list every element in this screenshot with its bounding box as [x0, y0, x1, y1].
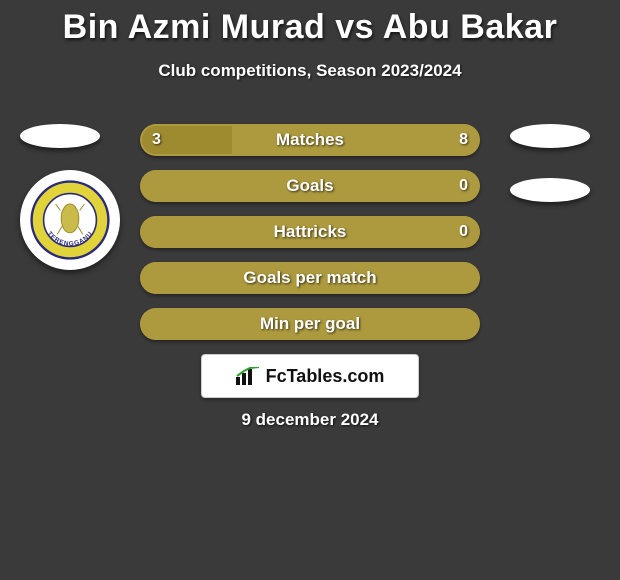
- stat-row: Goals0: [140, 170, 480, 202]
- stat-row: Min per goal: [140, 308, 480, 340]
- stat-value-right: 8: [459, 124, 468, 156]
- stat-value-right: 0: [459, 216, 468, 248]
- stat-row: Matches3 8: [140, 124, 480, 156]
- comparison-card: Bin Azmi Murad vs Abu Bakar Club competi…: [0, 0, 620, 580]
- club-badge: TERENGGANU: [20, 170, 120, 270]
- stats-bars-area: Matches38Goals0Hattricks0Goals per match…: [140, 124, 480, 354]
- stat-row: Goals per match: [140, 262, 480, 294]
- stat-label: Min per goal: [140, 308, 480, 340]
- brand-text: FcTables.com: [266, 366, 385, 387]
- stat-value-right: 0: [459, 170, 468, 202]
- player2-placeholder-ellipse-2: [510, 178, 590, 202]
- brand-box: FcTables.com: [201, 354, 419, 398]
- page-subtitle: Club competitions, Season 2023/2024: [0, 61, 620, 81]
- stat-label: Goals: [140, 170, 480, 202]
- stat-label: Goals per match: [140, 262, 480, 294]
- stat-row: Hattricks0: [140, 216, 480, 248]
- stat-label: Hattricks: [140, 216, 480, 248]
- player1-placeholder-ellipse: [20, 124, 100, 148]
- page-title: Bin Azmi Murad vs Abu Bakar: [0, 0, 620, 47]
- stat-value-left: 3: [152, 124, 161, 156]
- bars-icon: [236, 367, 260, 385]
- stat-label: Matches: [140, 124, 480, 156]
- player2-placeholder-ellipse-1: [510, 124, 590, 148]
- date-text: 9 december 2024: [0, 410, 620, 430]
- club-badge-svg: TERENGGANU: [30, 180, 110, 260]
